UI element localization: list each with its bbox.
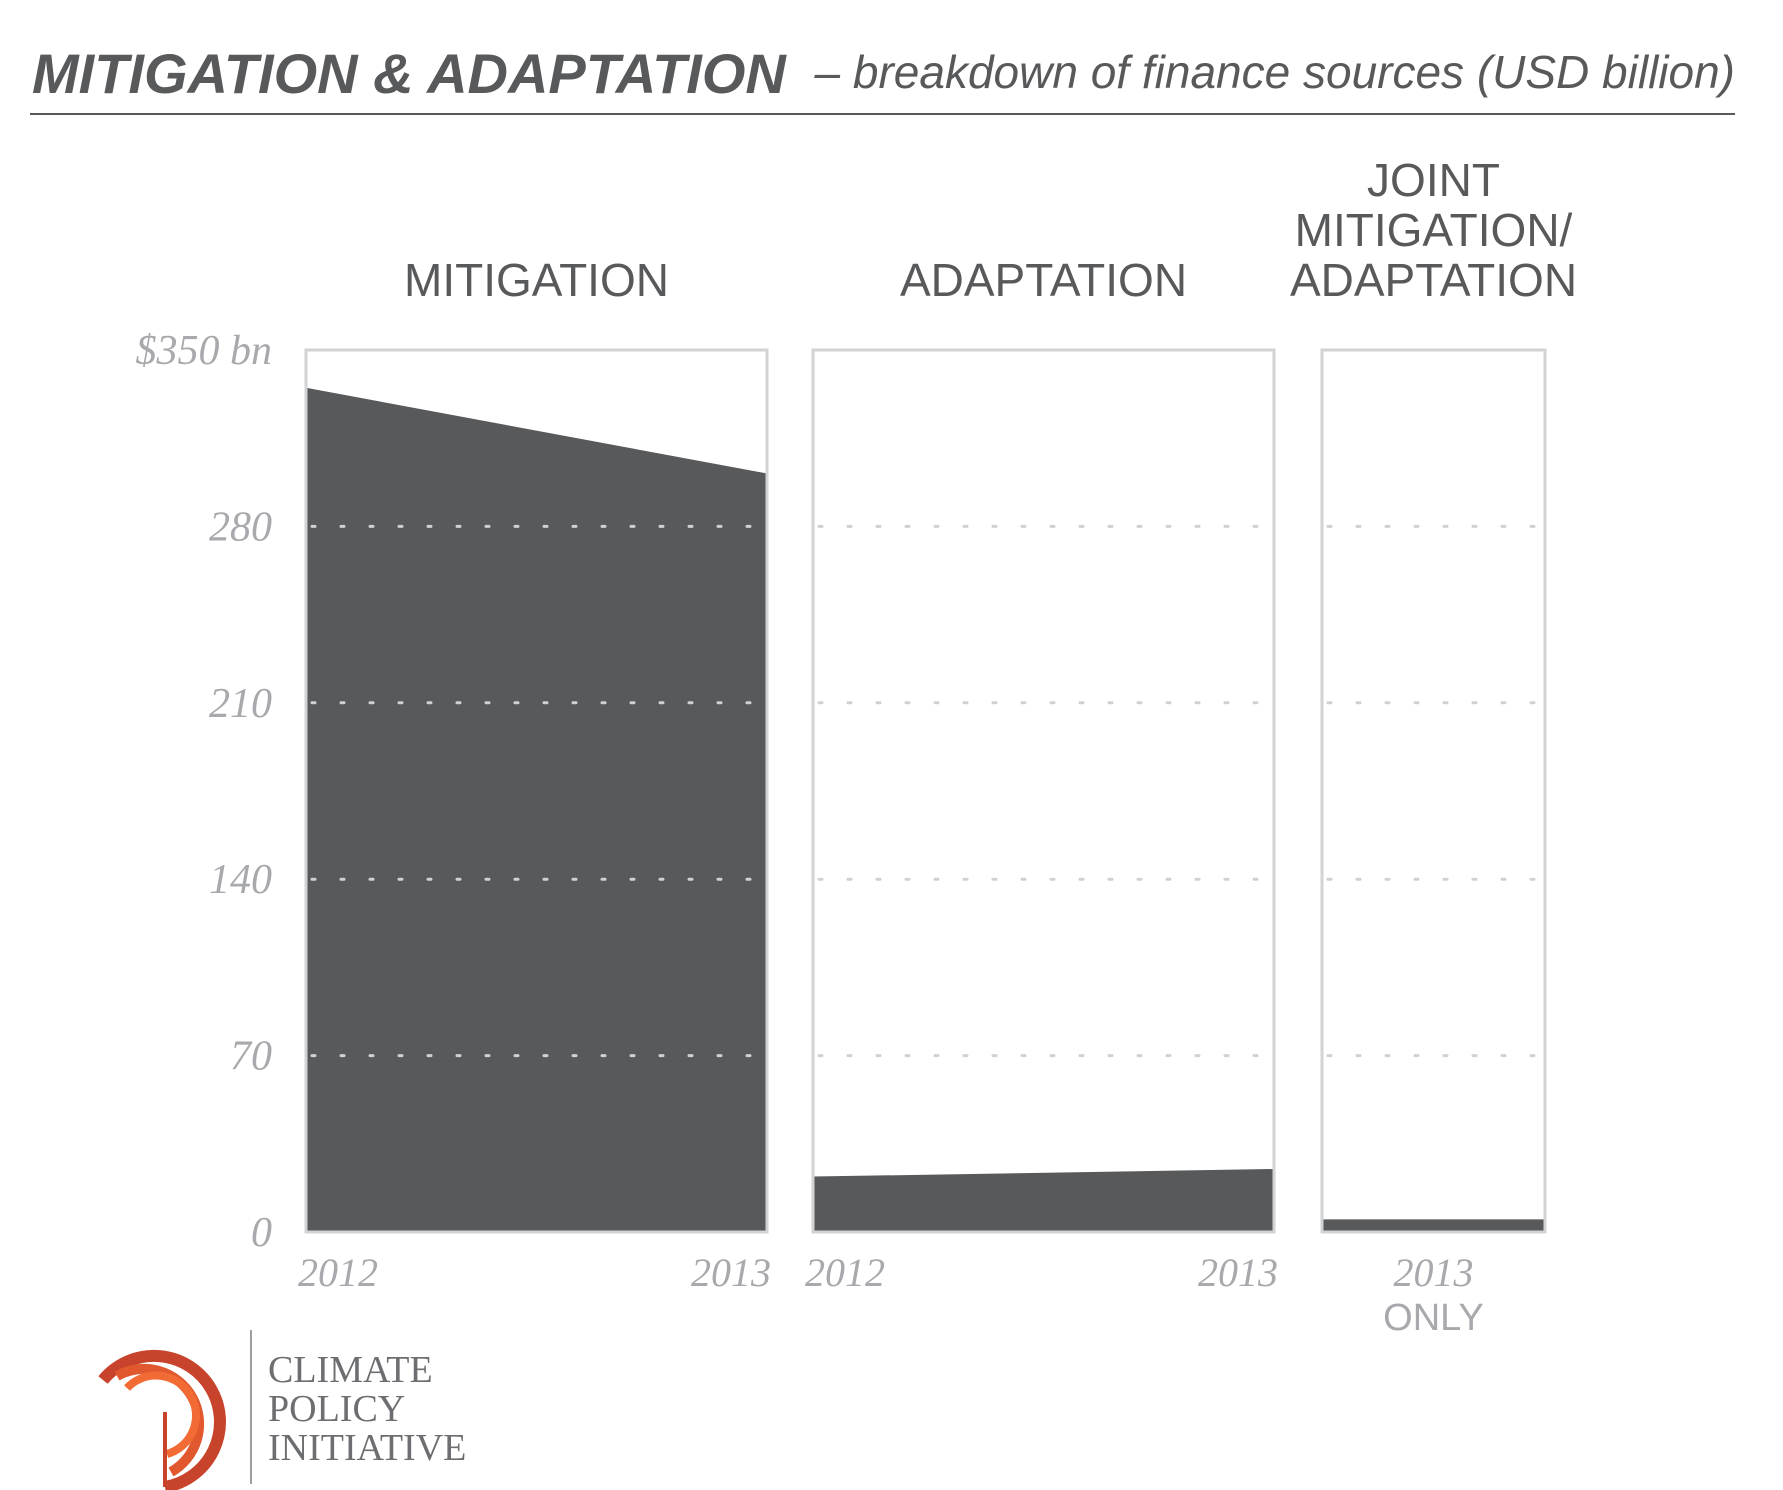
panel-title: MITIGATION/ <box>1295 204 1573 256</box>
logo-ring-inner <box>124 1371 200 1458</box>
y-axis: $350 bn 280 210 140 70 0 <box>136 328 273 1256</box>
panel-2: ADAPTATION 2012 2013 <box>805 254 1278 1295</box>
x-tick-label: 2013 <box>1394 1250 1474 1295</box>
chart-title: MITIGATION & ADAPTATION <box>32 42 787 105</box>
x-tick-label: 2013 <box>691 1250 771 1295</box>
panel-frame <box>304 348 769 1234</box>
logo-text-line-1: CLIMATE <box>268 1349 433 1391</box>
y-tick-label: 0 <box>251 1210 272 1256</box>
logo-text-line-3: INITIATIVE <box>268 1427 466 1469</box>
area-series <box>1322 1219 1545 1232</box>
x-tick-label: 2012 <box>805 1250 885 1295</box>
x-tick-label: 2013 <box>1198 1250 1278 1295</box>
climate-policy-initiative-logo <box>98 1349 226 1490</box>
panel-title: JOINT <box>1367 154 1500 206</box>
panel-frame <box>811 348 1276 1234</box>
panel-title: MITIGATION <box>404 254 669 306</box>
chart-subtitle: – breakdown of finance sources (USD bill… <box>814 46 1735 98</box>
y-tick-label: $350 bn <box>136 328 273 374</box>
area-series <box>813 1169 1274 1232</box>
x-tick-note: ONLY <box>1383 1297 1484 1339</box>
logo-text-line-2: POLICY <box>268 1388 405 1430</box>
y-tick-label: 70 <box>230 1034 272 1080</box>
y-tick-label: 210 <box>209 681 272 727</box>
y-tick-label: 280 <box>209 504 272 550</box>
panel-frame <box>1320 348 1547 1234</box>
panel-title: ADAPTATION <box>1290 254 1577 306</box>
y-tick-label: 140 <box>209 857 272 903</box>
area-series <box>306 387 767 1232</box>
panel-1: MITIGATION 2012 2013 <box>298 254 771 1295</box>
x-tick-label: 2012 <box>298 1250 378 1295</box>
panel-title: ADAPTATION <box>900 254 1187 306</box>
logo-ring-outer <box>98 1349 226 1490</box>
